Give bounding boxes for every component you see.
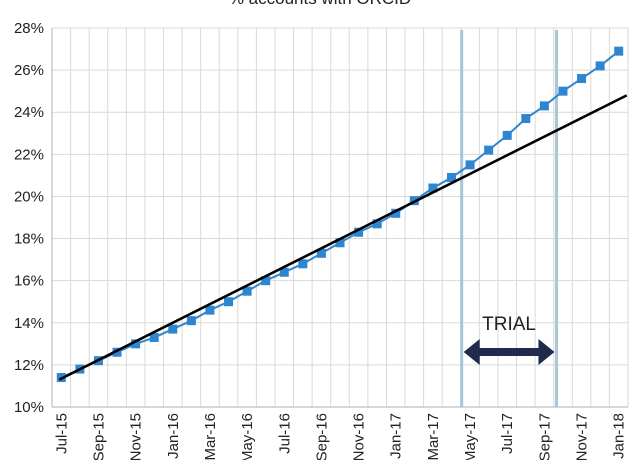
y-axis-ticks: 10% 12% 14% 16% 18% 20% 22% 24% 26% 28%: [14, 20, 44, 416]
x-tick-label: Mar-17: [425, 413, 442, 460]
x-tick-label: Jul-15: [53, 413, 70, 454]
data-point: [446, 172, 456, 182]
chart-title: % accounts with ORCID: [229, 0, 411, 8]
data-point: [316, 248, 326, 258]
x-tick-label: Nov-15: [128, 413, 145, 460]
data-point: [595, 61, 605, 71]
data-point: [539, 101, 549, 111]
data-point: [521, 114, 531, 124]
y-tick-label: 26%: [14, 62, 44, 79]
x-tick-label: Sep-17: [536, 413, 553, 460]
data-point: [614, 46, 624, 56]
data-point: [279, 267, 289, 277]
y-tick-label: 10%: [14, 399, 44, 416]
data-point: [484, 145, 494, 155]
data-point: [112, 347, 122, 357]
data-point: [502, 130, 512, 140]
x-tick-label: Jan-18: [611, 413, 628, 459]
y-tick-label: 20%: [14, 188, 44, 205]
data-point: [224, 297, 234, 307]
trial-arrow: [463, 339, 555, 365]
trend-line: [58, 94, 628, 381]
x-tick-label: May-16: [239, 413, 256, 460]
y-tick-label: 16%: [14, 273, 44, 290]
data-point: [372, 219, 382, 229]
grid: [51, 27, 629, 408]
y-tick-label: 12%: [14, 357, 44, 374]
x-tick-label: Jan-16: [165, 413, 182, 459]
data-point: [335, 238, 345, 248]
x-tick-label: Jul-16: [276, 413, 293, 454]
trial-window: TRIAL: [460, 30, 558, 407]
data-point: [391, 208, 401, 218]
data-point: [131, 339, 141, 349]
x-axis-ticks: Jul-15 Sep-15 Nov-15 Jan-16 Mar-16 May-16 Jul-…: [53, 413, 627, 460]
y-tick-label: 18%: [14, 231, 44, 248]
x-tick-label: May-17: [462, 413, 479, 460]
data-point: [205, 305, 215, 315]
x-tick-label: Nov-16: [351, 413, 368, 460]
y-tick-label: 24%: [14, 104, 44, 121]
y-tick-label: 28%: [14, 20, 44, 37]
data-point: [428, 183, 438, 193]
axes: [51, 28, 628, 408]
data-point: [149, 333, 159, 343]
x-tick-label: Nov-17: [574, 413, 591, 460]
x-tick-label: Sep-15: [90, 413, 107, 460]
data-point: [168, 324, 178, 334]
data-point: [558, 86, 568, 96]
data-point: [186, 316, 196, 326]
x-tick-label: Jan-17: [388, 413, 405, 459]
data-point: [577, 74, 587, 84]
data-point: [242, 286, 252, 296]
series: [56, 46, 628, 383]
data-point: [354, 227, 364, 237]
y-tick-label: 14%: [14, 315, 44, 332]
trial-label: TRIAL: [482, 314, 536, 335]
data-point: [261, 276, 271, 286]
x-tick-label: Jul-17: [499, 413, 516, 454]
x-tick-label: Sep-16: [313, 413, 330, 460]
x-tick-label: Mar-16: [202, 413, 219, 460]
data-point: [298, 259, 308, 269]
data-point: [465, 160, 475, 170]
y-tick-label: 22%: [14, 146, 44, 163]
